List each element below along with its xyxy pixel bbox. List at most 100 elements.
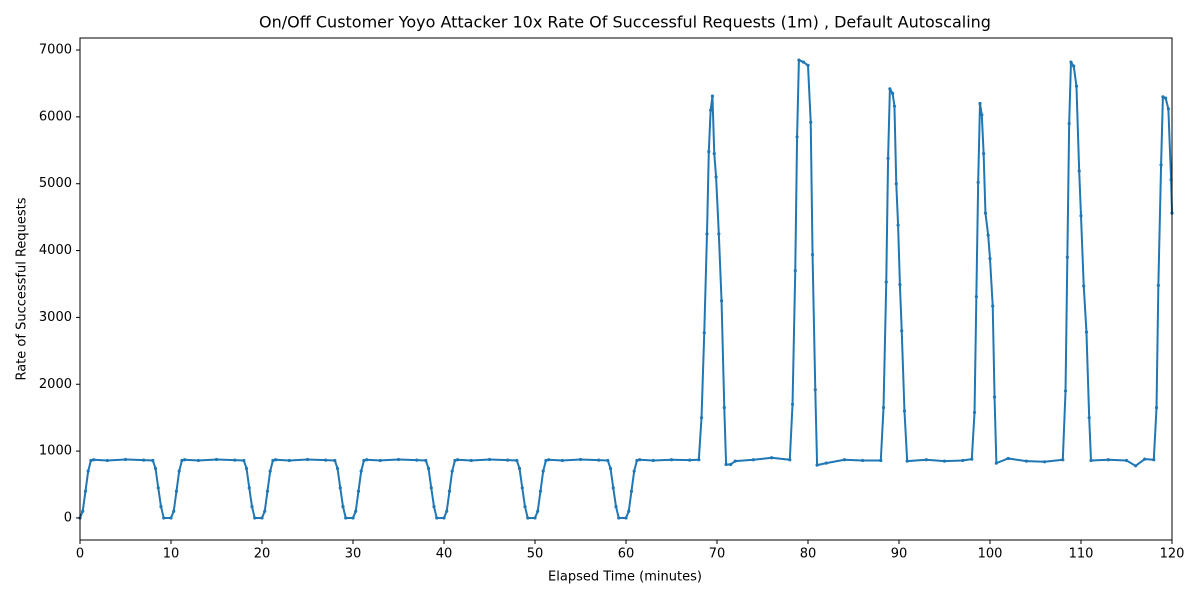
- data-point: [253, 516, 257, 520]
- data-point: [606, 458, 610, 463]
- data-point: [806, 63, 810, 68]
- data-point: [123, 457, 128, 462]
- data-point: [183, 458, 187, 462]
- data-point: [992, 395, 997, 399]
- data-point: [795, 135, 799, 139]
- data-point: [924, 458, 928, 462]
- data-point: [1043, 460, 1047, 464]
- data-point: [810, 252, 815, 257]
- data-point: [722, 406, 726, 410]
- x-tick-label: 0: [76, 547, 84, 562]
- x-tick-label: 50: [527, 547, 544, 562]
- data-point: [1154, 406, 1159, 410]
- data-point: [415, 458, 419, 462]
- data-point: [842, 458, 847, 462]
- data-point: [445, 509, 449, 513]
- data-point: [651, 458, 655, 463]
- data-point: [614, 504, 618, 509]
- data-point: [635, 458, 639, 463]
- data-point: [1164, 96, 1168, 100]
- data-point: [378, 458, 382, 463]
- data-point: [611, 486, 615, 490]
- data-point: [244, 466, 249, 471]
- data-point: [1024, 459, 1028, 463]
- data-point: [560, 458, 564, 463]
- data-point: [980, 113, 984, 117]
- x-tick-label: 120: [1160, 547, 1185, 562]
- data-point: [991, 304, 995, 308]
- data-point: [351, 516, 355, 520]
- data-point: [972, 410, 977, 414]
- data-point: [1161, 95, 1165, 99]
- data-point: [638, 458, 642, 462]
- data-point: [533, 516, 537, 520]
- data-point: [597, 458, 601, 462]
- data-point: [624, 516, 628, 520]
- data-point: [177, 469, 181, 473]
- data-point: [447, 489, 452, 493]
- data-point: [268, 469, 272, 473]
- data-point: [881, 406, 886, 410]
- data-point: [153, 466, 158, 471]
- data-point: [905, 459, 909, 463]
- data-point: [233, 458, 237, 462]
- data-point: [169, 516, 173, 520]
- data-point: [142, 458, 146, 462]
- data-point: [793, 269, 797, 273]
- data-point: [424, 458, 428, 463]
- data-point: [105, 458, 109, 463]
- data-point: [892, 104, 897, 108]
- data-point: [356, 489, 361, 493]
- data-point: [879, 458, 883, 463]
- data-point: [442, 516, 446, 520]
- data-point: [242, 458, 246, 463]
- data-point: [710, 94, 715, 98]
- data-point: [520, 486, 524, 490]
- data-point: [362, 458, 366, 463]
- data-point: [900, 329, 904, 333]
- data-point: [1152, 458, 1156, 462]
- data-point: [333, 458, 337, 463]
- data-point: [265, 489, 270, 493]
- y-tick-label: 2000: [39, 377, 72, 392]
- data-point: [250, 504, 254, 509]
- data-point: [770, 456, 774, 460]
- data-point: [341, 504, 345, 509]
- data-point: [809, 120, 813, 124]
- y-tick-label: 6000: [39, 109, 72, 124]
- data-point: [453, 458, 457, 463]
- data-point: [884, 280, 888, 284]
- data-point: [896, 223, 900, 227]
- data-point: [156, 486, 160, 490]
- data-point: [986, 233, 990, 237]
- data-point: [982, 152, 986, 156]
- data-point: [515, 458, 519, 463]
- x-tick-label: 30: [345, 547, 362, 562]
- data-point: [608, 466, 613, 471]
- plot-area: [78, 58, 1174, 520]
- data-point: [86, 469, 90, 473]
- data-point: [1156, 283, 1160, 287]
- data-point: [159, 504, 163, 509]
- data-point: [487, 457, 492, 462]
- x-tick-label: 70: [709, 547, 726, 562]
- data-point: [324, 458, 328, 462]
- data-point: [260, 516, 264, 520]
- data-point: [1061, 458, 1065, 462]
- data-point: [1087, 416, 1091, 420]
- data-point: [1143, 457, 1147, 461]
- data-point: [435, 516, 439, 520]
- data-point: [305, 457, 310, 462]
- data-point: [894, 182, 898, 186]
- data-point: [354, 509, 358, 513]
- y-axis-label: Rate of Successful Requests: [15, 197, 30, 380]
- data-point: [456, 458, 460, 462]
- data-point: [1084, 330, 1089, 334]
- data-point: [788, 458, 792, 462]
- chart-title: On/Off Customer Yoyo Attacker 10x Rate O…: [259, 13, 991, 32]
- data-point: [627, 509, 631, 513]
- data-point: [974, 295, 978, 299]
- data-point: [247, 486, 251, 490]
